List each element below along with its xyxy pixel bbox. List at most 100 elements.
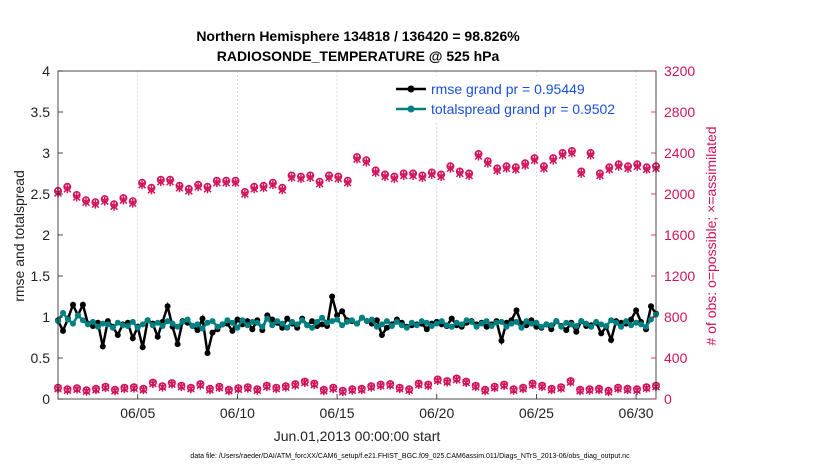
obs-low-assimilated-marker	[481, 386, 490, 396]
obs-low-assimilated-marker	[63, 385, 72, 395]
obs-assimilated-marker	[166, 177, 175, 187]
totalspread-point	[428, 323, 435, 329]
obs-low-assimilated-marker	[633, 385, 641, 395]
obs-low-assimilated-marker	[585, 385, 594, 395]
obs-low-assimilated-marker	[471, 382, 480, 392]
totalspread-point	[448, 323, 455, 330]
totalspread-point	[289, 318, 296, 325]
totalspread-point	[264, 315, 271, 322]
totalspread-point	[349, 317, 355, 324]
obs-assimilated-marker	[381, 172, 389, 181]
obs-assimilated-marker	[409, 171, 417, 180]
totalspread-point	[214, 323, 221, 330]
totalspread-point	[164, 318, 171, 325]
totalspread-point	[199, 325, 206, 332]
totalspread-point	[488, 323, 495, 329]
totalspread-point	[403, 324, 410, 331]
x-tick-label: 06/25	[519, 405, 554, 421]
rmse-point	[423, 326, 430, 333]
x-axis-label: Jun.01,2013 00:00:00 start	[274, 428, 441, 444]
obs-low-assimilated-marker	[272, 384, 281, 394]
y-tick-label: 0.5	[31, 350, 51, 366]
rmse-point	[598, 330, 605, 337]
totalspread-point	[408, 319, 415, 326]
obs-low-assimilated-marker	[500, 381, 509, 391]
totalspread-point	[269, 322, 276, 329]
y-tick-label: 1.5	[31, 268, 51, 284]
totalspread-point	[139, 321, 146, 328]
obs-assimilated-marker	[567, 148, 576, 158]
totalspread-point	[229, 319, 236, 326]
totalspread-point	[563, 319, 570, 326]
obs-low-assimilated-marker	[338, 387, 347, 397]
totalspread-point	[189, 323, 196, 329]
obs-low-assimilated-marker	[196, 380, 205, 390]
obs-assimilated-marker	[390, 174, 399, 184]
rmse-point	[204, 350, 211, 357]
totalspread-point	[413, 322, 420, 329]
obs-assimilated-marker	[362, 157, 371, 167]
legend: rmse grand pr = 0.95449 totalspread gran…	[390, 76, 630, 122]
obs-low-assimilated-marker	[357, 385, 366, 395]
rmse-point	[199, 315, 206, 322]
obs-low-assimilated-marker	[614, 384, 622, 394]
legend-rmse-marker	[407, 85, 415, 93]
totalspread-point	[294, 321, 301, 328]
totalspread-point	[558, 323, 565, 330]
obs-low-assimilated-marker	[262, 382, 271, 392]
totalspread-point	[109, 324, 116, 331]
y-tick-label-right: 3200	[664, 63, 695, 79]
totalspread-point	[284, 324, 291, 331]
legend-totalspread-label: totalspread grand pr = 0.9502	[431, 101, 615, 117]
obs-low-assimilated-marker	[158, 382, 167, 392]
rmse-point	[309, 318, 316, 325]
obs-low-assimilated-marker	[538, 382, 547, 392]
obs-assimilated-marker	[624, 163, 632, 173]
totalspread-point	[324, 319, 331, 326]
totalspread-point	[149, 322, 156, 329]
obs-low-assimilated-marker	[300, 378, 309, 387]
obs-assimilated-marker	[577, 169, 586, 178]
rmse-point	[378, 332, 385, 338]
totalspread-point	[423, 319, 430, 326]
obs-assimilated-marker	[437, 172, 446, 181]
rmse-point	[563, 327, 570, 334]
totalspread-point	[319, 314, 326, 321]
totalspread-point	[588, 323, 595, 330]
totalspread-point	[633, 319, 640, 326]
totalspread-point	[314, 318, 321, 325]
obs-low-assimilated-marker	[234, 384, 243, 394]
obs-assimilated-marker	[63, 184, 72, 194]
rmse-point	[633, 307, 640, 314]
totalspread-point	[613, 319, 620, 326]
obs-low-assimilated-marker	[319, 386, 328, 396]
totalspread-point	[513, 318, 520, 325]
obs-low-assimilated-marker	[111, 386, 119, 396]
x-tick-label: 06/05	[120, 405, 155, 421]
rmse-point	[648, 303, 654, 310]
obs-low-assimilated-marker	[253, 385, 262, 395]
obs-assimilated-marker	[240, 189, 249, 199]
obs-assimilated-marker	[446, 163, 455, 173]
obs-assimilated-marker	[493, 166, 502, 175]
totalspread-point	[84, 321, 91, 328]
totalspread-point	[99, 320, 106, 327]
totalspread-point	[124, 323, 131, 329]
obs-low-assimilated-marker	[291, 380, 300, 390]
totalspread-point	[648, 316, 654, 323]
chart-title: Northern Hemisphere 134818 / 136420 = 98…	[196, 28, 520, 44]
obs-low-assimilated-marker	[310, 380, 319, 390]
rmse-point	[114, 332, 121, 338]
rmse-point	[329, 293, 336, 300]
rmse-point	[628, 316, 635, 323]
totalspread-point	[568, 321, 575, 328]
obs-low-assimilated-marker	[509, 385, 518, 395]
totalspread-point	[608, 317, 615, 324]
obs-assimilated-marker	[483, 158, 492, 168]
rmse-point	[229, 327, 236, 334]
rmse-point	[319, 321, 326, 328]
totalspread-point	[344, 318, 350, 325]
totalspread-point	[204, 319, 211, 326]
rmse-point	[209, 329, 216, 336]
totalspread-point	[418, 318, 425, 325]
